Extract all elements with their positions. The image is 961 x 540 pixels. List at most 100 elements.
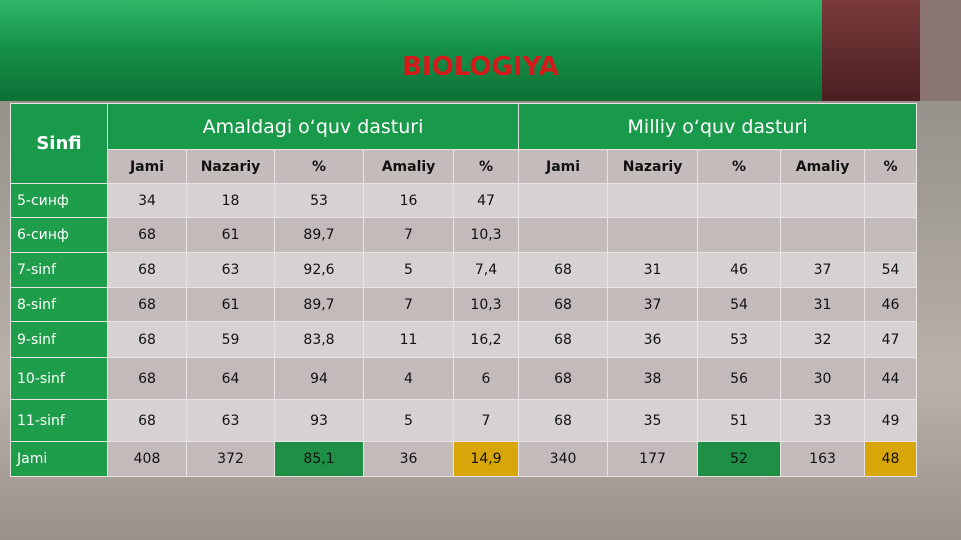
- row-label: 8-sinf: [10, 287, 108, 322]
- photo-strip: [822, 0, 920, 101]
- cell: 68: [107, 399, 187, 442]
- cell: 46: [864, 287, 918, 322]
- cell: 46: [697, 252, 782, 288]
- cell: 11: [363, 321, 454, 358]
- cell: 16,2: [452, 321, 520, 358]
- cell: 16: [363, 183, 454, 218]
- row-label: 6-синф: [10, 217, 108, 253]
- cell: 14,9: [452, 441, 520, 477]
- cell: 68: [107, 287, 187, 322]
- column-header: Nazariy: [607, 149, 699, 184]
- cell: 177: [607, 441, 699, 477]
- cell: 63: [186, 252, 275, 288]
- corner-header: Sinfi: [10, 103, 108, 184]
- cell: 35: [607, 399, 699, 442]
- cell: [607, 217, 699, 253]
- cell: 68: [518, 321, 609, 358]
- cell: [780, 217, 866, 253]
- cell: [864, 183, 918, 218]
- column-header: %: [697, 149, 782, 184]
- cell: 340: [518, 441, 609, 477]
- row-label: 10-sinf: [10, 357, 108, 400]
- cell: 10,3: [452, 217, 520, 253]
- row-label: 9-sinf: [10, 321, 108, 358]
- cell: 37: [607, 287, 699, 322]
- cell: 94: [274, 357, 364, 400]
- cell: 89,7: [274, 287, 364, 322]
- cell: 36: [363, 441, 454, 477]
- cell: 52: [697, 441, 782, 477]
- cell: 54: [697, 287, 782, 322]
- cell: 49: [864, 399, 918, 442]
- cell: 47: [864, 321, 918, 358]
- cell: 31: [780, 287, 866, 322]
- photo-strip: [920, 0, 961, 101]
- cell: 61: [186, 217, 275, 253]
- cell: [607, 183, 699, 218]
- cell: [697, 217, 782, 253]
- column-header: %: [864, 149, 918, 184]
- cell: 36: [607, 321, 699, 358]
- cell: 68: [518, 287, 609, 322]
- cell: 54: [864, 252, 918, 288]
- row-label: 5-синф: [10, 183, 108, 218]
- row-label: 11-sinf: [10, 399, 108, 442]
- table-row: 10-sinf 68 64 94 4 6 68 38 56 30 44: [10, 357, 918, 400]
- cell: 47: [452, 183, 520, 218]
- column-header: Amaliy: [780, 149, 866, 184]
- cell: 10,3: [452, 287, 520, 322]
- table-row: 6-синф 68 61 89,7 7 10,3: [10, 217, 918, 253]
- column-header: %: [274, 149, 364, 184]
- row-label: Jami: [10, 441, 108, 477]
- cell: [697, 183, 782, 218]
- cell: 34: [107, 183, 187, 218]
- banner: [0, 0, 961, 101]
- cell: 163: [780, 441, 866, 477]
- cell: 68: [518, 357, 609, 400]
- cell: 6: [452, 357, 520, 400]
- cell: [518, 183, 609, 218]
- cell: 68: [518, 252, 609, 288]
- cell: 7: [452, 399, 520, 442]
- cell: 68: [107, 252, 187, 288]
- cell: 83,8: [274, 321, 364, 358]
- cell: 68: [518, 399, 609, 442]
- table: Sinfi Amaldagi o‘quv dasturi Milliy o‘qu…: [10, 103, 918, 477]
- row-label: 7-sinf: [10, 252, 108, 288]
- cell: 18: [186, 183, 275, 218]
- cell: 53: [697, 321, 782, 358]
- cell: 61: [186, 287, 275, 322]
- cell: 44: [864, 357, 918, 400]
- cell: 93: [274, 399, 364, 442]
- cell: 33: [780, 399, 866, 442]
- cell: 59: [186, 321, 275, 358]
- cell: 92,6: [274, 252, 364, 288]
- group-header: Milliy o‘quv dasturi: [518, 103, 918, 150]
- group-header: Amaldagi o‘quv dasturi: [106, 103, 520, 150]
- cell: 372: [186, 441, 275, 477]
- cell: 7: [363, 217, 454, 253]
- column-header: Jami: [107, 149, 187, 184]
- table-row: 5-синф 34 18 53 16 47: [10, 183, 918, 218]
- cell: 48: [864, 441, 918, 477]
- cell: 68: [107, 321, 187, 358]
- column-header: Amaliy: [363, 149, 454, 184]
- cell: [518, 217, 609, 253]
- cell: 51: [697, 399, 782, 442]
- cell: 68: [107, 357, 187, 400]
- table-row: 11-sinf 68 63 93 5 7 68 35 51 33 49: [10, 399, 918, 442]
- title: BIOLOGIYA: [402, 52, 559, 82]
- cell: 53: [274, 183, 364, 218]
- cell: 56: [697, 357, 782, 400]
- table-row: 8-sinf 68 61 89,7 7 10,3 68 37 54 31 46: [10, 287, 918, 322]
- cell: 31: [607, 252, 699, 288]
- cell: 32: [780, 321, 866, 358]
- cell: 7: [363, 287, 454, 322]
- cell: 30: [780, 357, 866, 400]
- cell: 5: [363, 399, 454, 442]
- column-header: Jami: [518, 149, 609, 184]
- cell: 63: [186, 399, 275, 442]
- cell: 64: [186, 357, 275, 400]
- column-header: %: [452, 149, 520, 184]
